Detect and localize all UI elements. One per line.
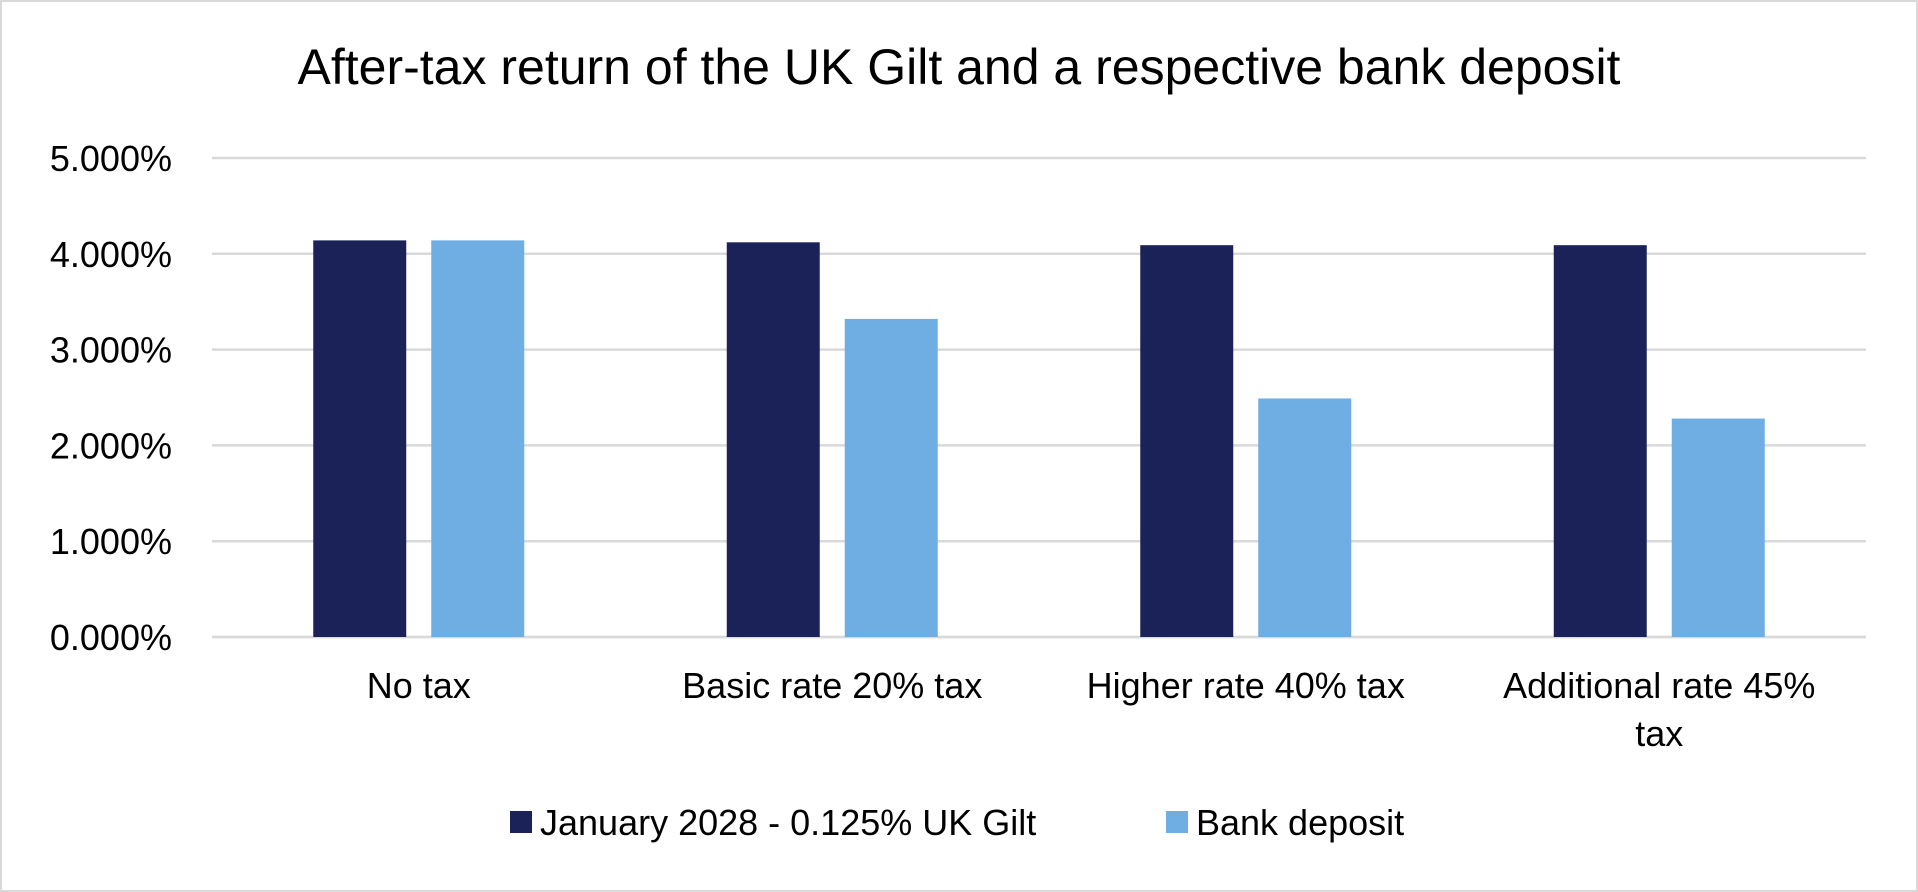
y-tick-label: 3.000% [50, 330, 172, 371]
bar-bank-deposit-2 [1258, 398, 1352, 637]
legend-label-bank-deposit: Bank deposit [1196, 802, 1404, 843]
bars [313, 240, 1765, 638]
y-tick-label: 1.000% [50, 521, 172, 562]
bar-bank-deposit-1 [844, 318, 938, 637]
bar-uk-gilt-1 [726, 242, 820, 637]
x-category-label: Additional rate 45% [1503, 665, 1815, 706]
y-tick-label: 0.000% [50, 617, 172, 658]
bar-uk-gilt-2 [1140, 245, 1234, 638]
chart-title: After-tax return of the UK Gilt and a re… [298, 39, 1621, 95]
x-axis-category-labels: No tax Basic rate 20% tax Higher rate 40% … [367, 665, 1816, 754]
x-category-label: Higher rate 40% tax [1087, 665, 1405, 706]
y-tick-label: 4.000% [50, 234, 172, 275]
x-category-label: Basic rate 20% tax [682, 665, 982, 706]
y-tick-label: 5.000% [50, 138, 172, 179]
bar-uk-gilt-0 [313, 240, 407, 637]
x-category-label: No tax [367, 665, 471, 706]
x-category-label: tax [1635, 713, 1683, 754]
y-tick-label: 2.000% [50, 425, 172, 466]
bar-bank-deposit-3 [1671, 418, 1765, 637]
y-axis-tick-labels: 0.000% 1.000% 2.000% 3.000% 4.000% 5.000% [50, 138, 172, 658]
legend-label-uk-gilt: January 2028 - 0.125% UK Gilt [540, 802, 1036, 843]
legend: January 2028 - 0.125% UK Gilt Bank deposi… [510, 802, 1404, 843]
bar-uk-gilt-3 [1553, 245, 1647, 638]
legend-swatch-uk-gilt [510, 811, 532, 833]
bar-bank-deposit-0 [431, 240, 525, 637]
legend-swatch-bank-deposit [1166, 811, 1188, 833]
